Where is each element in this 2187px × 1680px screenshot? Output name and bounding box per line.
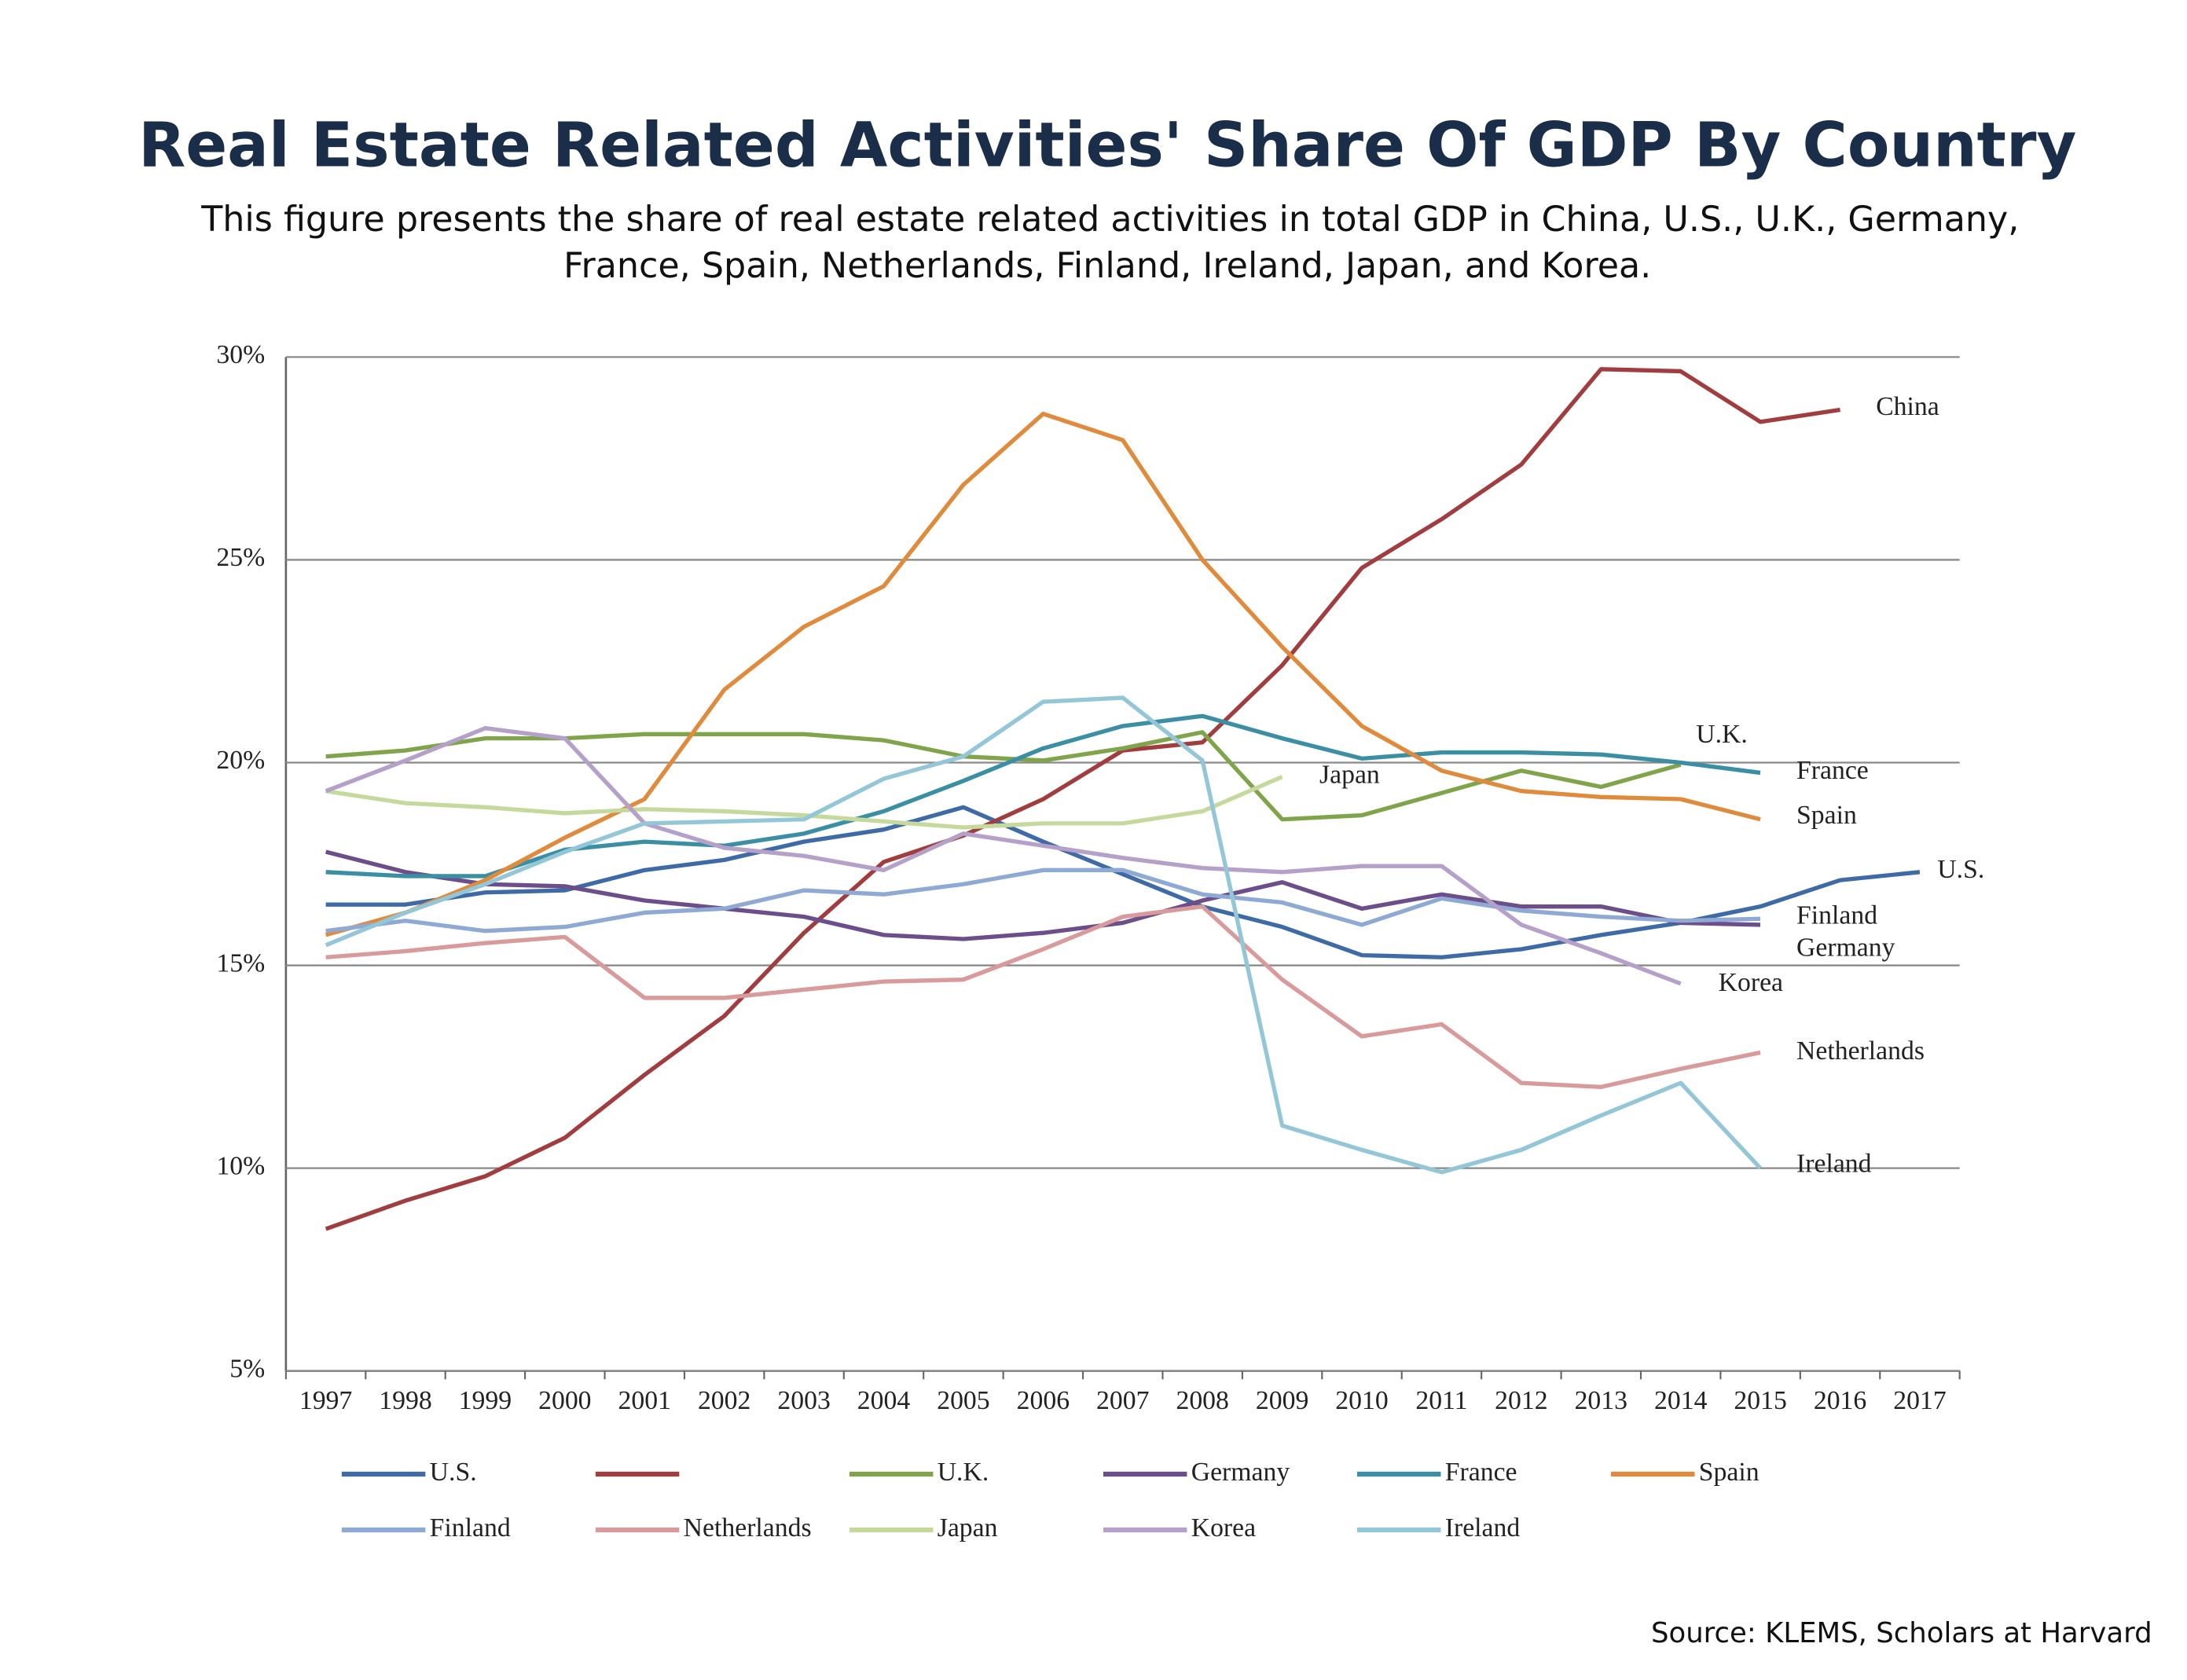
x-tick-label: 1997	[299, 1386, 352, 1415]
series-line	[325, 805, 1921, 959]
y-tick-label: 25%	[216, 543, 265, 572]
legend-label: Ireland	[1445, 1513, 1521, 1542]
series-line	[325, 730, 1682, 822]
source-note: Source: KLEMS, Scholars at Harvard	[1651, 1617, 2152, 1649]
legend-label: Finland	[430, 1513, 511, 1542]
x-tick-label: 2015	[1734, 1386, 1786, 1415]
x-tick-label: 2012	[1495, 1386, 1547, 1415]
x-tick-label: 2013	[1575, 1386, 1627, 1415]
x-tick-label: 2007	[1096, 1386, 1149, 1415]
series-label: Netherlands	[1796, 1036, 1925, 1066]
series-label: U.S.	[1937, 855, 1984, 884]
y-tick-label: 5%	[229, 1354, 265, 1383]
y-tick-label: 15%	[216, 948, 265, 978]
legend-label: Spain	[1699, 1458, 1760, 1487]
legend-label: Netherlands	[684, 1513, 812, 1542]
legend-label: Korea	[1191, 1513, 1256, 1542]
series-line	[325, 411, 1761, 937]
series-line	[325, 868, 1761, 934]
chart-title: Real Estate Related Activities' Share Of…	[138, 110, 2076, 181]
x-tick-label: 2016	[1814, 1386, 1866, 1415]
legend-label: Japan	[938, 1513, 998, 1542]
legend-label: Germany	[1191, 1458, 1290, 1487]
x-tick-label: 2014	[1654, 1386, 1708, 1415]
series-label: Japan	[1319, 760, 1380, 789]
series-label: U.K.	[1696, 720, 1748, 749]
x-tick-label: 2002	[698, 1386, 750, 1415]
series-label: Finland	[1796, 901, 1877, 930]
y-tick-label: 10%	[216, 1151, 265, 1180]
chart-subtitle: France, Spain, Netherlands, Finland, Ire…	[563, 246, 1651, 286]
x-tick-label: 1998	[379, 1386, 431, 1415]
legend-label: U.K.	[938, 1458, 989, 1487]
y-tick-label: 30%	[216, 340, 265, 369]
series-line	[325, 695, 1763, 1175]
series-line	[325, 725, 1682, 986]
series-label: France	[1796, 756, 1869, 785]
legend-label: U.S.	[430, 1458, 477, 1487]
x-tick-label: 2006	[1017, 1386, 1070, 1415]
series-label: Germany	[1796, 933, 1895, 962]
x-tick-label: 2009	[1256, 1386, 1308, 1415]
legend-label: France	[1445, 1458, 1517, 1487]
series-line	[325, 367, 1840, 1231]
series-label: Korea	[1719, 968, 1783, 997]
series-line	[325, 775, 1283, 830]
series-line	[325, 849, 1761, 941]
series-label: Spain	[1796, 801, 1857, 830]
series-label: Ireland	[1796, 1150, 1872, 1179]
x-tick-label: 2001	[618, 1386, 671, 1415]
x-tick-label: 2005	[937, 1386, 989, 1415]
x-tick-label: 2000	[538, 1386, 591, 1415]
series-label: China	[1876, 392, 1939, 421]
x-tick-label: 2003	[777, 1386, 830, 1415]
y-tick-label: 20%	[216, 746, 265, 775]
x-tick-label: 2010	[1335, 1386, 1388, 1415]
x-tick-label: 2011	[1415, 1386, 1467, 1415]
x-tick-label: 2008	[1176, 1386, 1228, 1415]
chart-subtitle: This figure presents the share of real e…	[200, 200, 2019, 240]
x-tick-label: 2004	[857, 1386, 911, 1415]
x-tick-label: 1999	[459, 1386, 512, 1415]
series-line	[325, 904, 1761, 1089]
x-tick-label: 2017	[1893, 1386, 1946, 1415]
